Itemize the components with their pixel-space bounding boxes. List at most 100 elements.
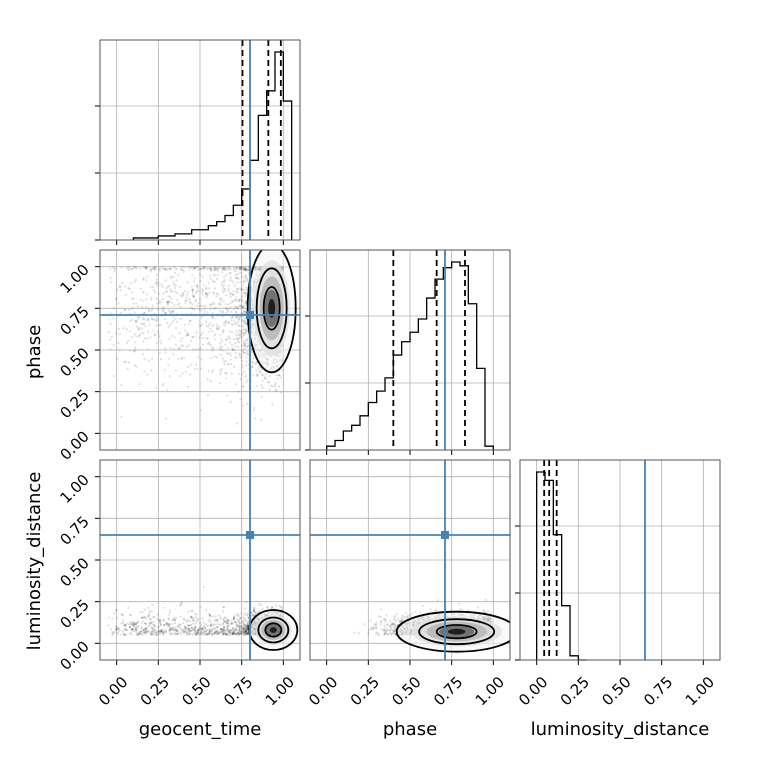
scatter-point <box>151 628 154 631</box>
scatter-point <box>132 628 135 631</box>
scatter-point <box>158 292 161 295</box>
scatter-point <box>129 626 132 629</box>
scatter-point <box>124 627 127 630</box>
scatter-point <box>168 625 171 628</box>
scatter-point <box>388 624 391 627</box>
scatter-point <box>240 275 243 278</box>
scatter-point <box>201 304 205 308</box>
scatter-point <box>211 628 214 631</box>
scatter-point <box>205 287 208 290</box>
scatter-point <box>195 633 198 636</box>
scatter-point <box>247 353 250 356</box>
scatter-point <box>145 305 148 309</box>
scatter-point <box>182 629 185 632</box>
scatter-point <box>260 418 263 421</box>
scatter-point <box>243 631 246 634</box>
scatter-point <box>112 307 115 310</box>
scatter-point <box>159 631 162 634</box>
scatter-point <box>247 268 250 271</box>
scatter-point <box>201 627 204 630</box>
scatter-point <box>227 284 230 287</box>
scatter-point <box>237 345 240 348</box>
scatter-point <box>221 346 224 349</box>
scatter-point <box>188 319 192 323</box>
scatter-point <box>136 325 139 328</box>
scatter-point <box>143 608 146 611</box>
scatter-point <box>199 606 202 609</box>
scatter-point <box>224 371 227 375</box>
scatter-point <box>153 633 156 636</box>
scatter-point <box>233 320 236 323</box>
scatter-point <box>251 366 254 369</box>
scatter-point <box>214 333 217 336</box>
scatter-point <box>267 381 270 384</box>
scatter-point <box>143 337 147 340</box>
scatter-point <box>165 268 168 271</box>
scatter-point <box>243 322 246 325</box>
scatter-point <box>147 631 150 634</box>
scatter-point <box>129 626 132 629</box>
scatter-point <box>196 631 199 634</box>
scatter-point <box>234 614 237 617</box>
scatter-point <box>152 623 155 627</box>
scatter-point <box>172 347 175 350</box>
scatter-point <box>244 630 247 633</box>
scatter-point <box>219 299 222 302</box>
scatter-point <box>260 395 263 399</box>
scatter-point <box>199 623 202 627</box>
scatter-point <box>140 630 143 633</box>
scatter-point <box>123 633 126 637</box>
scatter-point <box>193 628 196 631</box>
scatter-point <box>238 618 241 621</box>
scatter-point <box>200 628 203 631</box>
scatter-point <box>131 291 134 294</box>
scatter-point <box>128 287 131 290</box>
scatter-point <box>261 379 264 382</box>
scatter-point <box>202 628 205 632</box>
scatter-point <box>219 631 222 635</box>
scatter-point <box>241 627 244 631</box>
scatter-point <box>225 377 228 380</box>
scatter-point <box>155 324 158 327</box>
scatter-point <box>375 621 378 624</box>
scatter-point <box>187 628 190 631</box>
scatter-point <box>186 265 189 268</box>
scatter-point <box>144 630 147 634</box>
scatter-point <box>234 629 237 632</box>
scatter-point <box>144 616 147 619</box>
scatter-point <box>147 615 150 618</box>
scatter-point <box>155 633 158 636</box>
scatter-point <box>226 622 229 625</box>
scatter-point <box>239 616 242 619</box>
scatter-point <box>151 307 154 310</box>
scatter-point <box>119 633 122 636</box>
scatter-point <box>218 309 221 312</box>
scatter-point <box>206 337 209 340</box>
scatter-point <box>158 621 161 625</box>
scatter-point <box>244 630 247 633</box>
scatter-point <box>194 265 197 269</box>
contour-1 <box>255 267 288 350</box>
scatter-point <box>254 612 257 616</box>
scatter-point <box>245 626 248 630</box>
scatter-point <box>169 609 172 612</box>
scatter-point <box>141 278 145 281</box>
scatter-point <box>239 398 242 401</box>
scatter-point <box>234 355 237 358</box>
scatter-point <box>195 633 198 636</box>
scatter-point <box>182 631 185 634</box>
scatter-point <box>159 630 163 633</box>
scatter-point <box>242 266 245 269</box>
truth-marker <box>246 531 254 539</box>
scatter-point <box>226 618 229 621</box>
scatter-point <box>235 625 238 629</box>
scatter-point <box>115 609 118 612</box>
scatter-point <box>209 267 212 270</box>
scatter-point <box>173 629 176 632</box>
scatter-point <box>172 628 175 631</box>
scatter-point <box>223 275 226 278</box>
scatter-point <box>174 317 177 321</box>
scatter-point <box>213 630 216 633</box>
scatter-point <box>217 632 221 635</box>
scatter-point <box>166 300 169 303</box>
